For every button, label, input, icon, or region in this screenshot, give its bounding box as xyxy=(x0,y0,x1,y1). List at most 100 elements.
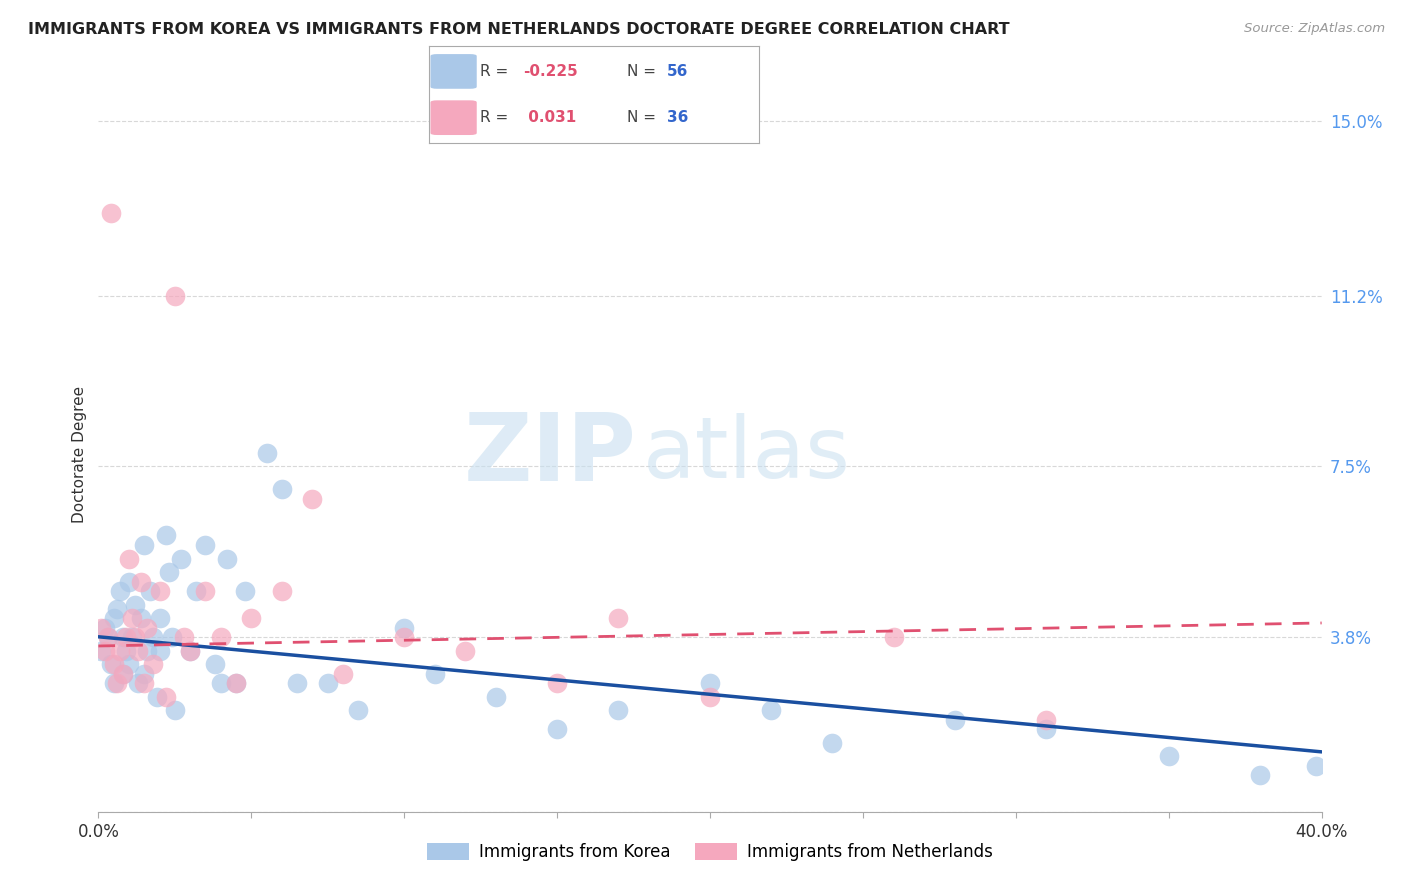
Point xyxy=(157,566,180,580)
Point xyxy=(225,675,247,690)
Point xyxy=(142,657,165,672)
Point xyxy=(145,690,167,704)
Point xyxy=(699,675,721,690)
Point xyxy=(256,445,278,459)
Point xyxy=(127,675,149,690)
Text: R =: R = xyxy=(479,111,513,125)
Point xyxy=(90,643,112,657)
Point xyxy=(97,630,120,644)
Point xyxy=(546,675,568,690)
Point xyxy=(163,289,186,303)
Point xyxy=(163,703,186,717)
Point xyxy=(607,703,630,717)
Point xyxy=(111,630,134,644)
Point xyxy=(118,657,141,672)
Point xyxy=(149,583,172,598)
Point xyxy=(179,643,201,657)
Text: -0.225: -0.225 xyxy=(523,64,578,78)
Point xyxy=(111,666,134,681)
Point xyxy=(186,583,208,598)
Point xyxy=(142,630,165,644)
Point xyxy=(170,551,193,566)
Point xyxy=(93,621,115,635)
Point xyxy=(103,611,125,625)
Point xyxy=(546,722,568,736)
Point xyxy=(115,630,138,644)
Point xyxy=(136,643,159,657)
Point xyxy=(179,643,201,657)
Point xyxy=(134,675,156,690)
Point xyxy=(105,602,128,616)
Point xyxy=(118,574,141,589)
Text: 36: 36 xyxy=(666,111,688,125)
Point xyxy=(124,598,146,612)
Point xyxy=(392,630,416,644)
Text: ZIP: ZIP xyxy=(464,409,637,501)
Point xyxy=(270,583,292,598)
Point xyxy=(139,583,162,598)
Point xyxy=(347,703,370,717)
Text: atlas: atlas xyxy=(643,413,851,497)
Text: 56: 56 xyxy=(666,64,688,78)
Point xyxy=(607,611,630,625)
Point xyxy=(943,713,966,727)
Point xyxy=(225,675,247,690)
Point xyxy=(155,690,177,704)
Point xyxy=(215,551,238,566)
Point xyxy=(105,675,128,690)
Point xyxy=(423,666,446,681)
Text: R =: R = xyxy=(479,64,513,78)
Point xyxy=(127,643,149,657)
Point xyxy=(121,611,143,625)
Point xyxy=(93,643,115,657)
FancyBboxPatch shape xyxy=(430,100,477,135)
Point xyxy=(97,630,120,644)
Point xyxy=(699,690,721,704)
Point xyxy=(108,583,131,598)
Point xyxy=(285,675,308,690)
Point xyxy=(332,666,354,681)
Point xyxy=(233,583,256,598)
Y-axis label: Doctorate Degree: Doctorate Degree xyxy=(72,386,87,524)
Point xyxy=(1035,713,1057,727)
Legend: Immigrants from Korea, Immigrants from Netherlands: Immigrants from Korea, Immigrants from N… xyxy=(420,836,1000,868)
Point xyxy=(1035,722,1057,736)
Point xyxy=(149,611,172,625)
Point xyxy=(270,483,292,497)
Point xyxy=(240,611,263,625)
Text: IMMIGRANTS FROM KOREA VS IMMIGRANTS FROM NETHERLANDS DOCTORATE DEGREE CORRELATIO: IMMIGRANTS FROM KOREA VS IMMIGRANTS FROM… xyxy=(28,22,1010,37)
Point xyxy=(124,630,146,644)
Point xyxy=(136,621,159,635)
Point xyxy=(100,206,122,220)
Point xyxy=(111,666,134,681)
Point xyxy=(134,666,156,681)
Text: 0.031: 0.031 xyxy=(523,111,576,125)
Point xyxy=(821,736,844,750)
Point xyxy=(149,643,172,657)
Point xyxy=(454,643,477,657)
Point xyxy=(173,630,195,644)
Text: Source: ZipAtlas.com: Source: ZipAtlas.com xyxy=(1244,22,1385,36)
Point xyxy=(108,643,131,657)
Point xyxy=(392,621,416,635)
Point xyxy=(485,690,508,704)
FancyBboxPatch shape xyxy=(430,54,477,89)
Point xyxy=(129,574,152,589)
Point xyxy=(194,583,217,598)
Point xyxy=(160,630,183,644)
Point xyxy=(301,491,323,506)
Point xyxy=(115,643,138,657)
Point xyxy=(194,538,217,552)
Point xyxy=(129,611,152,625)
Point xyxy=(209,630,232,644)
Point xyxy=(1305,758,1327,772)
Point xyxy=(103,675,125,690)
Point xyxy=(134,538,156,552)
Point xyxy=(209,675,232,690)
Point xyxy=(316,675,339,690)
Point xyxy=(1249,768,1271,782)
Point xyxy=(90,621,112,635)
Point xyxy=(1157,749,1180,764)
Point xyxy=(883,630,905,644)
Point xyxy=(100,657,122,672)
